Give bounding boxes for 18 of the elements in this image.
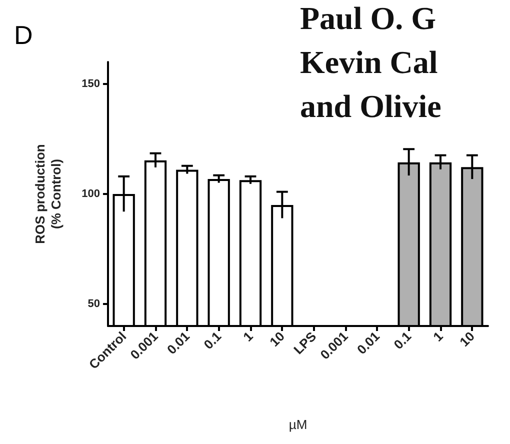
y-tick-label: 150 xyxy=(82,78,100,90)
annotation: and Olivie xyxy=(300,88,442,124)
x-tick-label: 0.1 xyxy=(200,328,224,352)
x-tick-label: 0.01 xyxy=(354,328,382,358)
text: D xyxy=(14,20,33,50)
annotation: Kevin Cal xyxy=(300,44,438,80)
x-tick-label: 0.01 xyxy=(164,328,192,358)
x-tick-label: 10 xyxy=(266,328,288,350)
y-tick-label: 100 xyxy=(82,188,100,200)
x-tick-label: LPS xyxy=(290,328,320,358)
x-tick-label: 1 xyxy=(430,328,446,344)
x-axis-title: µM xyxy=(288,417,308,432)
text: Paul O. G xyxy=(300,0,436,36)
y-axis-title: ROS production (% Control) xyxy=(32,144,64,244)
x-tick-label: 0.1 xyxy=(390,328,414,352)
x-tick-label: 1 xyxy=(240,328,256,344)
x-tick-label: 10 xyxy=(456,328,478,350)
y-tick-label: 50 xyxy=(88,298,100,310)
